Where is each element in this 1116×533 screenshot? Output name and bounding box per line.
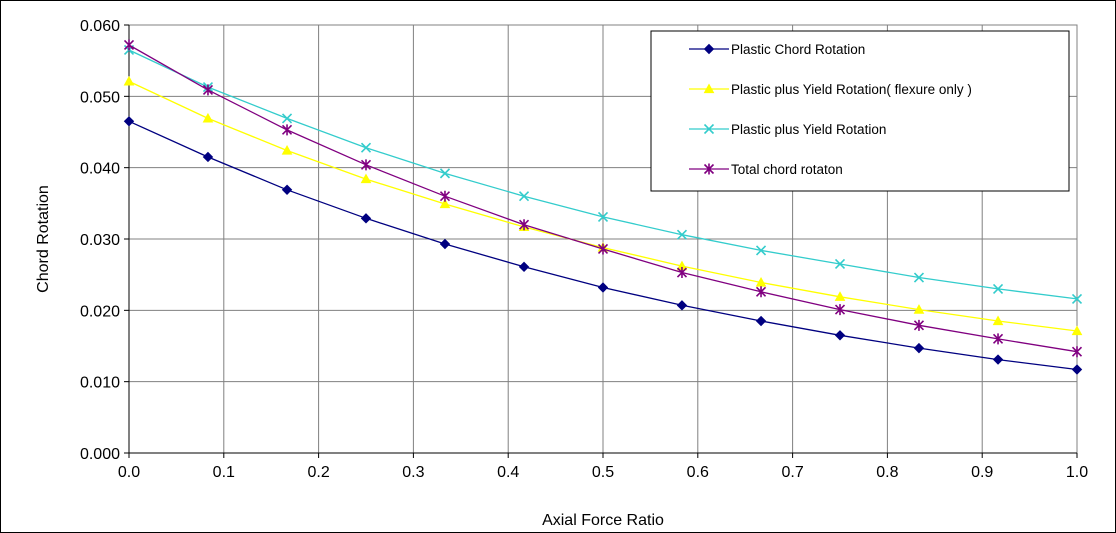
axes: 0.000 0.010 0.020 0.030 0.040 0.050 0.060 0.0 0.… — [80, 18, 1088, 481]
x-tick-label: 0.7 — [781, 464, 803, 481]
legend-entry: Total chord rotaton — [689, 162, 843, 177]
y-tick-label: 0.060 — [80, 18, 120, 35]
data-point — [202, 84, 214, 96]
legend-marker — [703, 83, 715, 94]
data-point — [202, 112, 214, 123]
data-point — [439, 238, 451, 250]
data-point — [755, 245, 767, 256]
legend-entry: Plastic Chord Rotation — [689, 42, 865, 57]
data-point — [913, 319, 925, 331]
data-point — [992, 315, 1004, 326]
y-tick-label: 0.050 — [80, 89, 120, 106]
data-point — [834, 304, 846, 316]
series-4 — [123, 39, 1083, 358]
data-point — [913, 304, 925, 314]
data-point — [992, 333, 1004, 345]
data-point — [360, 159, 372, 171]
data-point — [360, 142, 372, 153]
data-point — [834, 330, 846, 341]
data-point — [439, 190, 451, 202]
data-point — [1071, 346, 1083, 358]
data-series — [123, 39, 1083, 375]
legend-label: Plastic Chord Rotation — [731, 42, 865, 57]
data-point — [597, 243, 609, 255]
legend-marker — [703, 43, 715, 55]
legend-label: Plastic plus Yield Rotation( flexure onl… — [731, 82, 972, 97]
x-tick-label: 0.0 — [118, 464, 140, 481]
x-tick-label: 0.8 — [876, 464, 898, 481]
data-point — [755, 315, 767, 327]
x-tick-label: 0.9 — [971, 464, 993, 481]
data-point — [597, 282, 609, 293]
data-point — [1071, 364, 1083, 375]
y-tick-label: 0.040 — [80, 161, 120, 178]
data-point — [597, 211, 609, 222]
data-point — [518, 191, 530, 202]
y-tick-label: 0.000 — [80, 446, 120, 463]
data-point — [123, 116, 135, 127]
data-point — [755, 276, 767, 287]
data-point — [1071, 325, 1083, 336]
y-tick-label: 0.010 — [80, 375, 120, 392]
data-point — [1071, 293, 1083, 304]
x-tick-label: 0.3 — [402, 464, 424, 481]
data-point — [992, 354, 1004, 365]
data-point — [123, 39, 135, 51]
legend-marker — [703, 123, 715, 135]
x-tick-label: 0.1 — [213, 464, 235, 481]
x-tick-label: 0.2 — [307, 464, 329, 481]
legend: Plastic Chord Rotation Plastic plus Yield… — [650, 30, 1070, 192]
legend-marker — [703, 163, 715, 175]
legend-entry: Plastic plus Yield Rotation( flexure onl… — [689, 82, 972, 97]
data-point — [123, 75, 135, 86]
data-point — [360, 173, 372, 184]
legend-box — [650, 30, 1070, 192]
x-tick-label: 0.4 — [497, 464, 519, 481]
data-point — [281, 113, 293, 124]
y-tick-label: 0.020 — [80, 303, 120, 320]
data-point — [913, 342, 925, 354]
y-tick-label: 0.030 — [80, 232, 120, 249]
legend-label: Plastic plus Yield Rotation — [731, 122, 886, 137]
x-tick-label: 0.5 — [592, 464, 614, 481]
data-point — [676, 267, 688, 279]
y-axis-title: Chord Rotation — [35, 185, 52, 293]
data-point — [439, 168, 451, 179]
x-tick-label: 1.0 — [1066, 464, 1088, 481]
legend-entry: Plastic plus Yield Rotation — [689, 122, 886, 137]
data-point — [360, 213, 372, 224]
data-point — [834, 258, 846, 270]
data-point — [676, 229, 688, 240]
data-point — [913, 272, 925, 283]
data-point — [992, 283, 1004, 294]
data-point — [439, 198, 451, 209]
x-tick-label: 0.6 — [687, 464, 709, 481]
data-point — [281, 184, 293, 195]
series-1 — [123, 116, 1083, 375]
data-point — [518, 219, 530, 231]
data-point — [518, 261, 530, 273]
data-point — [281, 145, 293, 155]
data-point — [755, 286, 767, 298]
legend-label: Total chord rotaton — [731, 162, 843, 177]
x-axis-title: Axial Force Ratio — [542, 512, 664, 529]
data-point — [202, 151, 214, 163]
data-point — [281, 124, 293, 136]
legend-items: Plastic Chord Rotation Plastic plus Yield… — [689, 42, 972, 177]
data-point — [834, 291, 846, 301]
data-point — [676, 300, 688, 311]
